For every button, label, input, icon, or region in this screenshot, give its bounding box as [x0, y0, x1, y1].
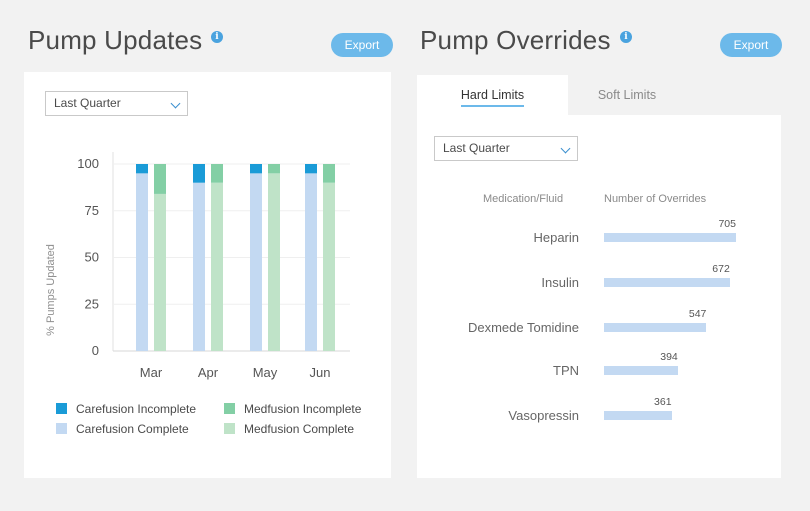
- bar-carefusion-incomplete: [136, 164, 148, 174]
- bar-medfusion-complete: [211, 182, 223, 351]
- x-tick-label: May: [253, 365, 278, 380]
- pump-updates-title: Pump Updates: [28, 25, 203, 55]
- y-axis-label: % Pumps Updated: [45, 244, 57, 336]
- bar-carefusion-incomplete: [305, 164, 317, 174]
- pump-updates-chart: 100 75 50 25 0 Mar Apr May Jun % Pumps Updated: [45, 152, 350, 380]
- legend-item: Carefusion Incomplete: [56, 402, 196, 416]
- x-tick-label: Apr: [198, 365, 219, 380]
- medication-label: Vasopressin: [508, 408, 579, 423]
- override-bar: [604, 411, 672, 420]
- override-bar: [604, 366, 678, 375]
- override-value: 361: [654, 396, 672, 408]
- column-header-overrides: Number of Overrides: [604, 193, 707, 205]
- legend-label: Medfusion Incomplete: [244, 402, 362, 416]
- column-header-medication: Medication/Fluid: [483, 193, 564, 205]
- bar-carefusion-complete: [305, 173, 317, 351]
- y-tick-label: 50: [85, 250, 99, 265]
- bar-medfusion-complete: [323, 182, 335, 351]
- y-tick-label: 0: [92, 343, 99, 358]
- override-value: 394: [660, 351, 678, 363]
- bar-medfusion-complete: [154, 193, 166, 351]
- bar-medfusion-complete: [268, 173, 280, 351]
- legend-swatch: [56, 423, 67, 434]
- y-tick-label: 75: [85, 203, 99, 218]
- pump-overrides-title: Pump Overrides: [420, 25, 611, 55]
- bar-medfusion-incomplete: [211, 164, 223, 183]
- chevron-down-icon: [560, 143, 571, 154]
- y-tick-label: 25: [85, 296, 99, 311]
- bar-medfusion-incomplete: [154, 164, 166, 194]
- bar-carefusion-complete: [136, 173, 148, 351]
- legend-label: Carefusion Incomplete: [76, 402, 197, 416]
- legend-label: Carefusion Complete: [76, 422, 189, 436]
- override-value: 672: [712, 263, 730, 275]
- legend-label: Medfusion Complete: [244, 422, 355, 436]
- medication-label: Insulin: [541, 275, 579, 290]
- bar-carefusion-complete: [193, 182, 205, 351]
- tab-label: Soft Limits: [597, 88, 657, 102]
- bar-carefusion-complete: [250, 173, 262, 351]
- info-icon[interactable]: i: [620, 31, 632, 43]
- override-bar: [604, 278, 730, 287]
- bar-carefusion-incomplete: [193, 164, 205, 183]
- tab-hard-limits[interactable]: Hard Limits: [417, 75, 568, 115]
- medication-label: Dexmede Tomidine: [467, 320, 579, 335]
- x-tick-label: Mar: [140, 365, 163, 380]
- tab-label: Hard Limits: [460, 88, 525, 107]
- bar-carefusion-incomplete: [250, 164, 262, 174]
- legend-item: Medfusion Incomplete: [224, 402, 361, 416]
- period-select[interactable]: Last Quarter: [434, 136, 578, 161]
- legend-swatch: [224, 423, 235, 434]
- info-icon[interactable]: i: [211, 31, 223, 43]
- medication-label: TPN: [553, 363, 579, 378]
- medication-label: Heparin: [533, 230, 579, 245]
- bar-medfusion-incomplete: [268, 164, 280, 174]
- pump-updates-card: Last Quarter 100 75 50 25 0 Mar Apr May Jun % P…: [24, 72, 391, 478]
- y-tick-label: 100: [77, 156, 99, 171]
- override-bar: [604, 323, 707, 332]
- period-select-value: Last Quarter: [443, 141, 510, 155]
- export-button[interactable]: Export: [720, 33, 782, 57]
- legend-item: Medfusion Complete: [224, 422, 354, 436]
- legend-item: Carefusion Complete: [56, 422, 189, 436]
- override-value: 705: [718, 218, 736, 230]
- tab-soft-limits[interactable]: Soft Limits: [568, 75, 686, 115]
- period-select-value: Last Quarter: [54, 96, 121, 110]
- period-select[interactable]: Last Quarter: [45, 91, 188, 116]
- legend-swatch: [224, 403, 235, 414]
- bar-medfusion-incomplete: [323, 164, 335, 183]
- legend-swatch: [56, 403, 67, 414]
- pump-overrides-card: Last Quarter Medication/Fluid Number of …: [417, 115, 781, 478]
- override-bar: [604, 233, 736, 242]
- x-tick-label: Jun: [310, 365, 331, 380]
- override-value: 547: [688, 308, 707, 320]
- export-button[interactable]: Export: [331, 33, 393, 57]
